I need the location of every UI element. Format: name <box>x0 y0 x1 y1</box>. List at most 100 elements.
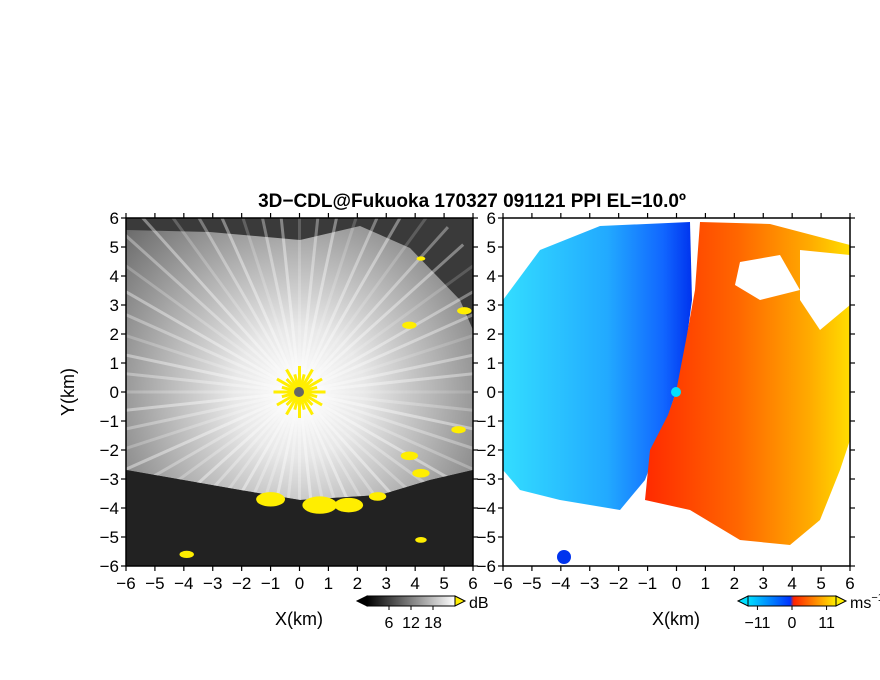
snr-ylabel: Y(km) <box>58 368 78 416</box>
chart-title: 3D−CDL@Fukuoka 170327 091121 PPI EL=10.0… <box>258 191 686 212</box>
y-tick-label: −3 <box>100 470 119 489</box>
x-tick-label: −5 <box>145 574 164 593</box>
colorbar-unit: dB <box>469 595 489 612</box>
saturation-patch <box>368 492 387 501</box>
x-tick-label: −3 <box>203 574 222 593</box>
saturation-patch <box>457 307 472 315</box>
snr-low-region <box>126 470 473 566</box>
colorbar-ramp <box>747 595 837 607</box>
y-tick-label: 6 <box>487 209 496 228</box>
colorbar-under-arrow <box>736 595 749 607</box>
snr-ray <box>126 334 300 394</box>
snr-ray <box>126 372 300 394</box>
x-tick-label: 2 <box>353 574 362 593</box>
y-tick-label: 4 <box>110 267 119 286</box>
x-tick-label: −1 <box>261 574 280 593</box>
snr-ray <box>298 264 473 394</box>
y-tick-label: 1 <box>110 354 119 373</box>
x-tick-label: −4 <box>174 574 193 593</box>
y-tick-label: −5 <box>477 528 496 547</box>
snr-ray <box>299 390 473 450</box>
x-tick-label: −6 <box>493 574 512 593</box>
x-tick-label: 2 <box>730 574 739 593</box>
snr-ray <box>299 334 473 394</box>
y-tick-label: 5 <box>110 238 119 257</box>
x-tick-label: 6 <box>468 574 477 593</box>
y-tick-label: 3 <box>110 296 119 315</box>
velocity-colorbar: −11 0 11 ms−1 <box>736 592 880 632</box>
snr-ray <box>220 218 301 393</box>
x-tick-label: 1 <box>701 574 710 593</box>
colorbar-tick-label: 18 <box>424 615 442 632</box>
x-tick-label: 5 <box>816 574 825 593</box>
snr-ray <box>298 290 473 394</box>
snr-ray <box>298 226 450 394</box>
colorbar-tick-label: 11 <box>818 615 835 632</box>
colorbar-tick-label: 0 <box>788 615 797 632</box>
x-tick-label: 0 <box>672 574 681 593</box>
snr-ray <box>279 218 301 393</box>
snr-ray <box>126 233 301 394</box>
x-tick-label: −3 <box>580 574 599 593</box>
x-tick-label: −6 <box>116 574 135 593</box>
snr-ray <box>126 390 300 431</box>
colorbar-over-arrow <box>454 595 467 607</box>
colorbar-tick-label: −11 <box>744 615 770 632</box>
velocity-east-gap <box>800 250 850 330</box>
saturation-patch <box>302 496 338 514</box>
y-tick-label: 5 <box>487 238 496 257</box>
velocity-east-field <box>645 222 850 545</box>
colorbar-ramp <box>366 595 456 607</box>
x-tick-label: 4 <box>410 574 419 593</box>
x-tick-label: 4 <box>787 574 796 593</box>
colorbar-unit-exponent: −1 <box>871 592 880 604</box>
saturation-patch <box>451 426 466 434</box>
snr-xlabel: X(km) <box>275 609 323 629</box>
snr-ray <box>298 218 358 393</box>
y-tick-label: −1 <box>477 412 496 431</box>
x-tick-label: −1 <box>638 574 657 593</box>
snr-ray <box>126 290 301 394</box>
snr-ray <box>126 264 301 394</box>
y-tick-label: 2 <box>487 325 496 344</box>
snr-ray <box>298 313 473 394</box>
snr-ray <box>126 353 300 394</box>
y-tick-label: −6 <box>477 557 496 576</box>
y-tick-label: 2 <box>110 325 119 344</box>
snr-ray <box>298 218 379 393</box>
y-tick-label: −1 <box>100 412 119 431</box>
saturation-patch <box>179 550 194 559</box>
snr-cloud-field <box>126 226 473 500</box>
snr-ray <box>299 353 473 394</box>
y-tick-label: 0 <box>487 383 496 402</box>
x-tick-label: 3 <box>382 574 391 593</box>
colorbar-over-arrow <box>835 595 848 607</box>
x-tick-label: 6 <box>845 574 854 593</box>
saturation-patch <box>416 256 426 261</box>
snr-ray <box>241 218 301 393</box>
snr-ray <box>299 390 473 412</box>
saturation-patch <box>334 497 364 513</box>
snr-ray <box>298 243 465 394</box>
colorbar-unit: ms−1 <box>850 592 880 612</box>
saturation-patch <box>402 321 417 329</box>
colorbar-tick-label: 6 <box>385 615 394 632</box>
x-tick-label: −5 <box>522 574 541 593</box>
y-tick-label: −3 <box>477 470 496 489</box>
snr-rays <box>126 218 473 566</box>
velocity-small-cell <box>557 550 571 564</box>
colorbar-tick-label: 12 <box>402 615 420 632</box>
snr-ray <box>298 218 339 393</box>
y-tick-label: −4 <box>477 499 496 518</box>
y-tick-label: −2 <box>100 441 119 460</box>
velocity-north-gap <box>735 255 800 300</box>
x-tick-label: −4 <box>551 574 570 593</box>
snr-ray <box>298 218 402 393</box>
y-tick-label: 0 <box>110 383 119 402</box>
x-tick-label: 5 <box>439 574 448 593</box>
saturation-patch <box>256 492 286 507</box>
